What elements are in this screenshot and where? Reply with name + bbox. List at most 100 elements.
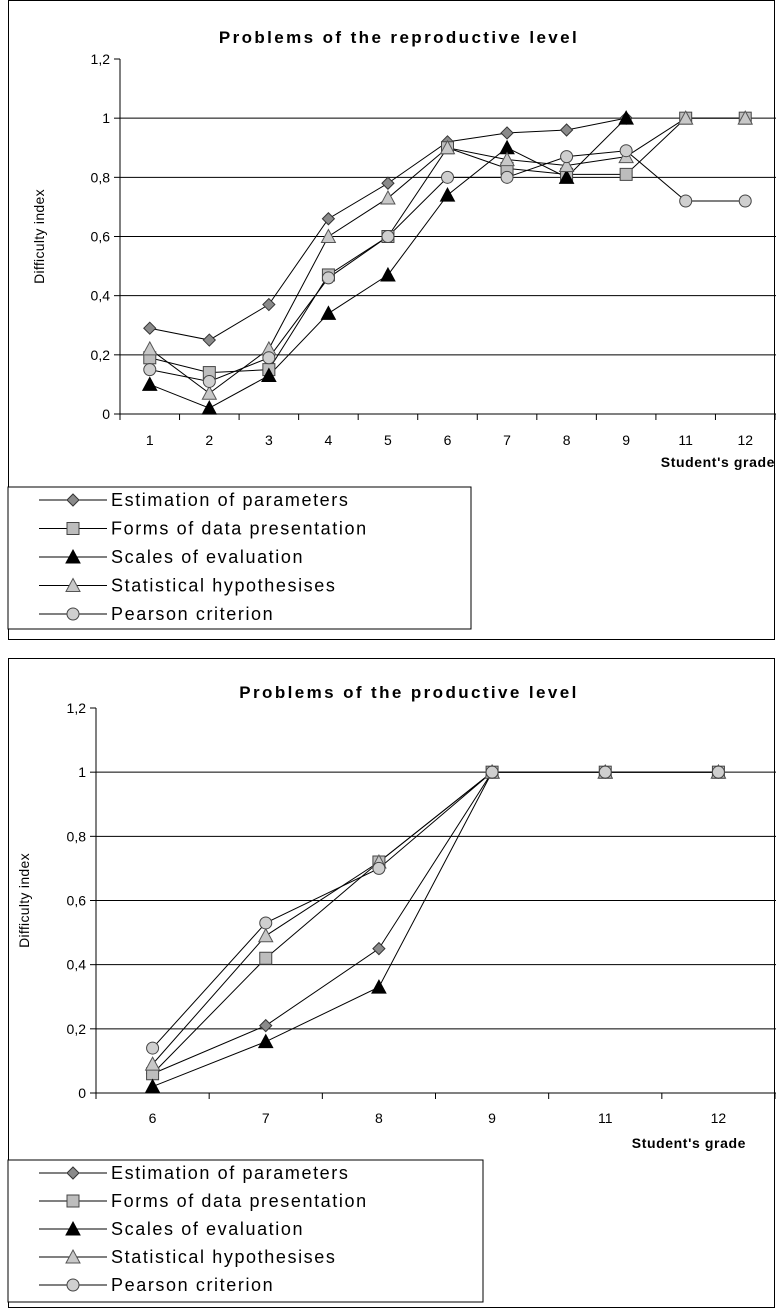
legend-item: Statistical hypothesises xyxy=(39,576,335,596)
x-tick-label: 1 xyxy=(146,432,154,448)
legend-marker xyxy=(66,1166,80,1180)
data-point xyxy=(499,151,515,167)
y-tick-label: 0 xyxy=(102,406,110,422)
legend-item: Forms of data presentation xyxy=(39,1191,368,1211)
data-point xyxy=(371,979,387,994)
y-tick-label: 0,8 xyxy=(91,169,111,185)
data-point xyxy=(141,376,158,391)
legend-marker xyxy=(65,1248,81,1264)
data-point xyxy=(257,1033,274,1049)
data-point xyxy=(146,1041,160,1055)
data-point xyxy=(381,230,395,243)
data-point xyxy=(677,110,694,125)
x-tick-label: 8 xyxy=(375,1110,383,1126)
x-tick-label: 12 xyxy=(737,432,753,448)
data-point xyxy=(321,271,335,285)
series-markers-diamond xyxy=(145,765,726,1081)
chart-reproductive-svg: Problems of the reproductive level 0 0,2 0,… xyxy=(7,28,776,630)
data-point xyxy=(619,144,633,158)
series-markers-circle xyxy=(146,765,725,1055)
x-tick-label: 11 xyxy=(678,432,693,448)
x-tick-label: 9 xyxy=(488,1110,496,1126)
y-tick-label: 0,6 xyxy=(91,229,111,245)
data-point xyxy=(558,169,575,184)
series-markers-triangle-open xyxy=(144,764,727,1071)
legend-marker xyxy=(66,493,80,507)
legend-label: Scales of evaluation xyxy=(111,1219,304,1239)
y-tick-label: 1,2 xyxy=(91,51,111,67)
legend-marker xyxy=(65,1220,81,1236)
legend-marker xyxy=(66,522,80,535)
series-triangle-filled xyxy=(149,117,627,409)
data-point xyxy=(619,167,633,181)
data-point xyxy=(380,266,396,282)
series-circle xyxy=(152,771,719,1049)
legend-label: Pearson criterion xyxy=(111,1275,274,1295)
x-tick-label: 5 xyxy=(384,432,392,448)
y-tick-label: 0,2 xyxy=(67,1021,87,1037)
y-tick-label: 0,8 xyxy=(67,828,87,844)
chart-panel-reproductive: Problems of the reproductive level 0 0,2 0,… xyxy=(7,0,776,640)
y-axis-label: Difficulty index xyxy=(16,853,32,948)
data-point xyxy=(144,1078,161,1094)
data-point xyxy=(372,861,386,875)
y-tick-label: 0,4 xyxy=(91,288,111,304)
series-line xyxy=(152,771,719,1049)
x-tick-label: 12 xyxy=(711,1110,727,1126)
legend-item: Scales of evaluation xyxy=(39,1219,304,1239)
data-point xyxy=(738,194,752,208)
data-point xyxy=(144,1056,161,1071)
x-tick-label: 2 xyxy=(205,432,213,448)
x-tick-label: 7 xyxy=(503,432,511,448)
data-point xyxy=(439,187,456,202)
series-triangle-open xyxy=(152,771,719,1065)
y-tick-label: 0,2 xyxy=(91,347,111,363)
y-tick-labels: 0 0,2 0,4 0,6 0,8 1 1,2 xyxy=(91,51,120,422)
chart-panel-productive: Problems of the productive level 0 0,2 0,4 0… xyxy=(7,658,776,1308)
legend: Estimation of parameters Forms of data pr… xyxy=(7,486,472,630)
legend-item: Estimation of parameters xyxy=(39,490,348,510)
data-point xyxy=(598,765,612,779)
legend-label: Scales of evaluation xyxy=(111,547,304,567)
y-tick-label: 0 xyxy=(78,1085,86,1101)
legend-item: Estimation of parameters xyxy=(39,1163,348,1183)
data-point xyxy=(381,176,395,190)
x-tick-label: 4 xyxy=(325,432,333,448)
legend-label: Forms of data presentation xyxy=(111,1191,368,1211)
x-tick-label: 8 xyxy=(563,432,571,448)
data-point xyxy=(257,927,274,943)
chart-title: Problems of the reproductive level xyxy=(219,28,579,47)
x-axis-label: Student's grade xyxy=(661,454,775,470)
series-line xyxy=(149,117,627,341)
data-point xyxy=(259,951,273,965)
data-point xyxy=(202,333,217,347)
chart-title: Problems of the productive level xyxy=(239,683,578,702)
legend-marker xyxy=(65,577,81,592)
legend-marker xyxy=(66,607,80,621)
series-line xyxy=(149,117,746,394)
legend-marker xyxy=(65,548,81,564)
data-point xyxy=(201,400,218,415)
data-point xyxy=(141,340,158,356)
data-point xyxy=(558,157,575,172)
series-markers-triangle-filled xyxy=(141,110,634,415)
legend-box xyxy=(7,1159,484,1303)
x-tick-label: 9 xyxy=(622,432,630,448)
legend-marker xyxy=(66,1278,80,1292)
y-tick-label: 0,6 xyxy=(67,893,87,909)
series-square xyxy=(149,117,746,374)
legend-item: Forms of data presentation xyxy=(39,519,368,539)
x-tick-label: 3 xyxy=(265,432,273,448)
gridlines xyxy=(120,117,776,356)
series-diamond xyxy=(149,117,627,341)
legend-item: Pearson criterion xyxy=(39,1275,274,1295)
data-point xyxy=(679,194,693,208)
series-circle xyxy=(149,150,746,382)
legend-label: Forms of data presentation xyxy=(111,519,368,539)
data-point xyxy=(143,363,157,377)
data-point xyxy=(441,170,454,184)
data-point xyxy=(485,765,499,779)
data-point xyxy=(711,765,725,779)
data-point xyxy=(259,1018,273,1033)
data-point xyxy=(261,367,277,383)
